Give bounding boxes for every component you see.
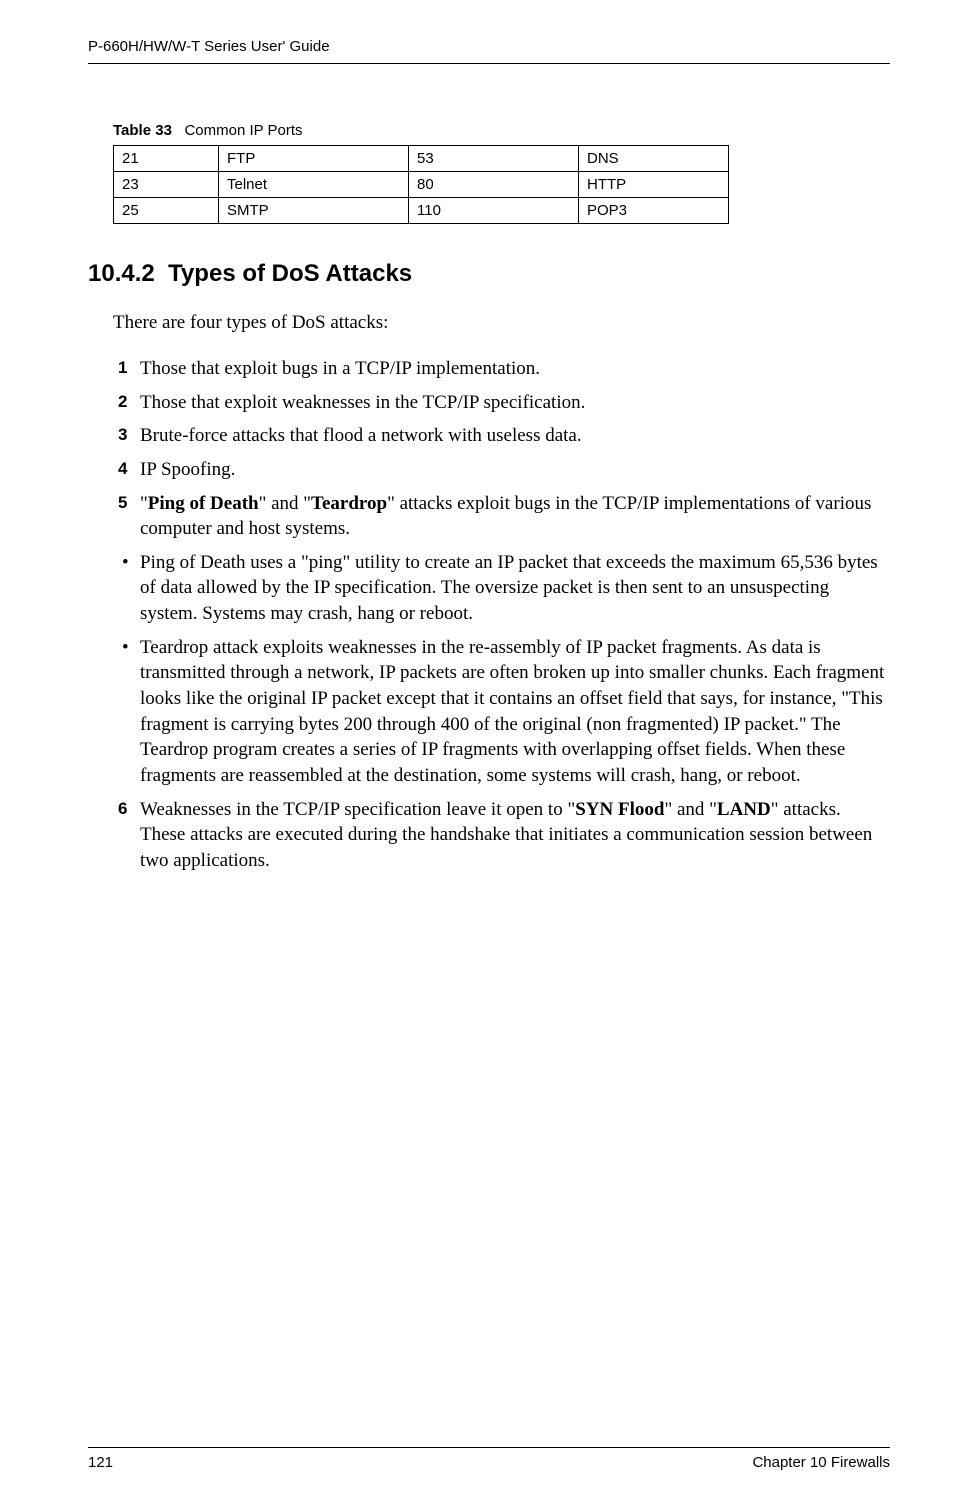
item-number: 4 (118, 458, 127, 481)
list-item: 1Those that exploit bugs in a TCP/IP imp… (140, 356, 890, 382)
table-cell: 80 (409, 172, 579, 198)
item-text: Those that exploit weaknesses in the TCP… (140, 392, 585, 413)
item-number: 6 (118, 798, 127, 821)
list-item: 3Brute-force attacks that flood a networ… (140, 423, 890, 449)
page-footer: 121 Chapter 10 Firewalls (88, 1447, 890, 1471)
table-cell: 25 (114, 198, 219, 224)
item-text: IP Spoofing. (140, 459, 235, 480)
bold-term: LAND (717, 799, 771, 820)
item-text: Those that exploit bugs in a TCP/IP impl… (140, 358, 540, 379)
table-cell: POP3 (579, 198, 729, 224)
item-text-part: Weaknesses in the TCP/IP specification l… (140, 799, 575, 820)
bottom-rule (88, 1447, 890, 1448)
bullet-list: Ping of Death uses a "ping" utility to c… (140, 550, 890, 789)
table-cell: 53 (409, 146, 579, 172)
table-title: Common IP Ports (184, 122, 302, 139)
bold-term: Teardrop (311, 493, 387, 514)
list-item: 4IP Spoofing. (140, 457, 890, 483)
item-text-part: " and " (259, 493, 311, 514)
item-text-part: " (140, 493, 148, 514)
table-cell: 23 (114, 172, 219, 198)
list-item: 6Weaknesses in the TCP/IP specification … (140, 797, 890, 874)
numbered-list-continued: 6Weaknesses in the TCP/IP specification … (140, 797, 890, 874)
table-cell: 110 (409, 198, 579, 224)
page-number: 121 (88, 1454, 113, 1471)
chapter-label: Chapter 10 Firewalls (752, 1454, 890, 1471)
item-number: 3 (118, 424, 127, 447)
section-title: Types of DoS Attacks (168, 260, 412, 287)
section-heading: 10.4.2 Types of DoS Attacks (88, 260, 890, 288)
bold-term: SYN Flood (575, 799, 664, 820)
bullet-item: Teardrop attack exploits weaknesses in t… (140, 635, 890, 789)
page-body: P-660H/HW/W-T Series User' Guide Table 3… (0, 0, 978, 874)
numbered-list: 1Those that exploit bugs in a TCP/IP imp… (140, 356, 890, 542)
bold-term: Ping of Death (148, 493, 259, 514)
table-row: 21 FTP 53 DNS (114, 146, 729, 172)
section-number: 10.4.2 (88, 260, 155, 287)
item-number: 5 (118, 492, 127, 515)
table-number: Table 33 (113, 122, 172, 139)
footer-row: 121 Chapter 10 Firewalls (88, 1454, 890, 1471)
table-row: 25 SMTP 110 POP3 (114, 198, 729, 224)
table-row: 23 Telnet 80 HTTP (114, 172, 729, 198)
table-cell: HTTP (579, 172, 729, 198)
running-head: P-660H/HW/W-T Series User' Guide (88, 38, 890, 63)
ip-ports-table: 21 FTP 53 DNS 23 Telnet 80 HTTP 25 SMTP … (113, 145, 729, 224)
bullet-item: Ping of Death uses a "ping" utility to c… (140, 550, 890, 627)
table-caption: Table 33 Common IP Ports (113, 122, 890, 139)
top-rule (88, 63, 890, 64)
item-number: 2 (118, 391, 127, 414)
table-cell: 21 (114, 146, 219, 172)
item-number: 1 (118, 357, 127, 380)
table-cell: Telnet (219, 172, 409, 198)
list-item: 5"Ping of Death" and "Teardrop" attacks … (140, 491, 890, 542)
table-cell: DNS (579, 146, 729, 172)
table-cell: SMTP (219, 198, 409, 224)
list-item: 2Those that exploit weaknesses in the TC… (140, 390, 890, 416)
item-text-part: " and " (664, 799, 716, 820)
section-intro: There are four types of DoS attacks: (113, 312, 890, 334)
item-text: Brute-force attacks that flood a network… (140, 425, 582, 446)
table-cell: FTP (219, 146, 409, 172)
